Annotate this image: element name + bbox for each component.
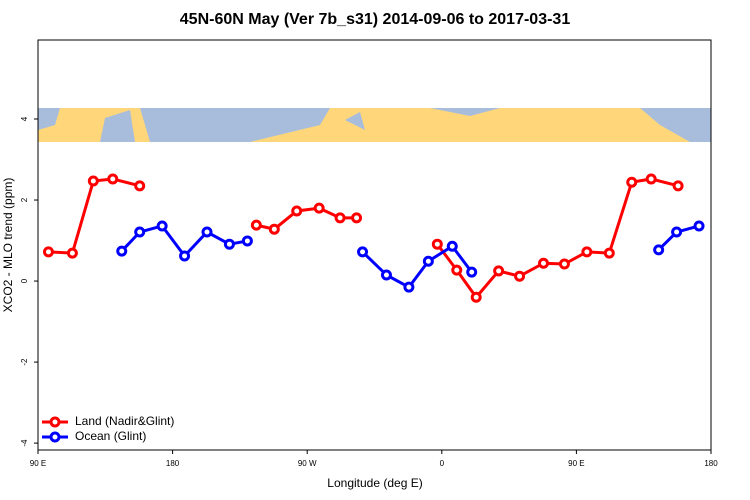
data-point bbox=[581, 246, 593, 258]
y-axis-label: XCO2 - MLO trend (ppm) bbox=[1, 178, 15, 313]
y-tick-label: -4 bbox=[20, 439, 29, 447]
data-point bbox=[291, 205, 303, 217]
data-point bbox=[241, 235, 253, 247]
data-point bbox=[250, 219, 262, 231]
data-point bbox=[626, 176, 638, 188]
data-point bbox=[134, 180, 146, 192]
data-point bbox=[446, 240, 458, 252]
data-point bbox=[380, 269, 392, 281]
data-point bbox=[268, 223, 280, 235]
y-tick-label: 2 bbox=[20, 197, 29, 202]
data-point bbox=[603, 247, 615, 259]
data-point bbox=[223, 238, 235, 250]
data-point bbox=[179, 250, 191, 262]
series-line bbox=[436, 177, 679, 300]
data-point bbox=[493, 265, 505, 277]
data-point bbox=[653, 244, 665, 256]
legend-label: Land (Nadir&Glint) bbox=[75, 414, 174, 428]
x-tick-label: 180 bbox=[704, 459, 718, 468]
legend-marker bbox=[49, 431, 61, 443]
x-tick-label: 180 bbox=[166, 459, 180, 468]
data-point bbox=[87, 175, 99, 187]
x-tick-label: 0 bbox=[440, 459, 445, 468]
data-point bbox=[66, 247, 78, 259]
data-point bbox=[313, 202, 325, 214]
data-point bbox=[116, 245, 128, 257]
data-point bbox=[537, 257, 549, 269]
data-point bbox=[357, 246, 369, 258]
x-tick-label: 90 W bbox=[298, 459, 317, 468]
x-tick-label: 90 E bbox=[568, 459, 584, 468]
data-point bbox=[334, 212, 346, 224]
data-point bbox=[514, 270, 526, 282]
data-point bbox=[470, 291, 482, 303]
data-point bbox=[134, 226, 146, 238]
chart-title: 45N-60N May (Ver 7b_s31) 2014-09-06 to 2… bbox=[180, 11, 571, 28]
legend-marker bbox=[49, 416, 61, 428]
y-tick-label: 0 bbox=[20, 278, 29, 283]
data-point bbox=[466, 266, 478, 278]
legend-label: Ocean (Glint) bbox=[75, 429, 146, 443]
data-point bbox=[201, 226, 213, 238]
data-point bbox=[558, 258, 570, 270]
data-point bbox=[403, 281, 415, 293]
data-point bbox=[42, 246, 54, 258]
y-tick-label: -2 bbox=[20, 358, 29, 366]
plot-frame bbox=[37, 39, 712, 451]
data-point bbox=[693, 220, 705, 232]
x-tick-label: 90 E bbox=[30, 459, 46, 468]
x-axis-label: Longitude (deg E) bbox=[327, 476, 422, 490]
data-point bbox=[351, 212, 363, 224]
data-point bbox=[671, 226, 683, 238]
series-line bbox=[48, 177, 141, 255]
data-point bbox=[645, 173, 657, 185]
data-point bbox=[422, 255, 434, 267]
map-band bbox=[38, 108, 711, 142]
data-point bbox=[431, 238, 443, 250]
data-point bbox=[451, 264, 463, 276]
y-tick-label: 4 bbox=[20, 116, 29, 121]
data-point bbox=[672, 180, 684, 192]
data-point bbox=[107, 173, 119, 185]
data-point bbox=[156, 220, 168, 232]
